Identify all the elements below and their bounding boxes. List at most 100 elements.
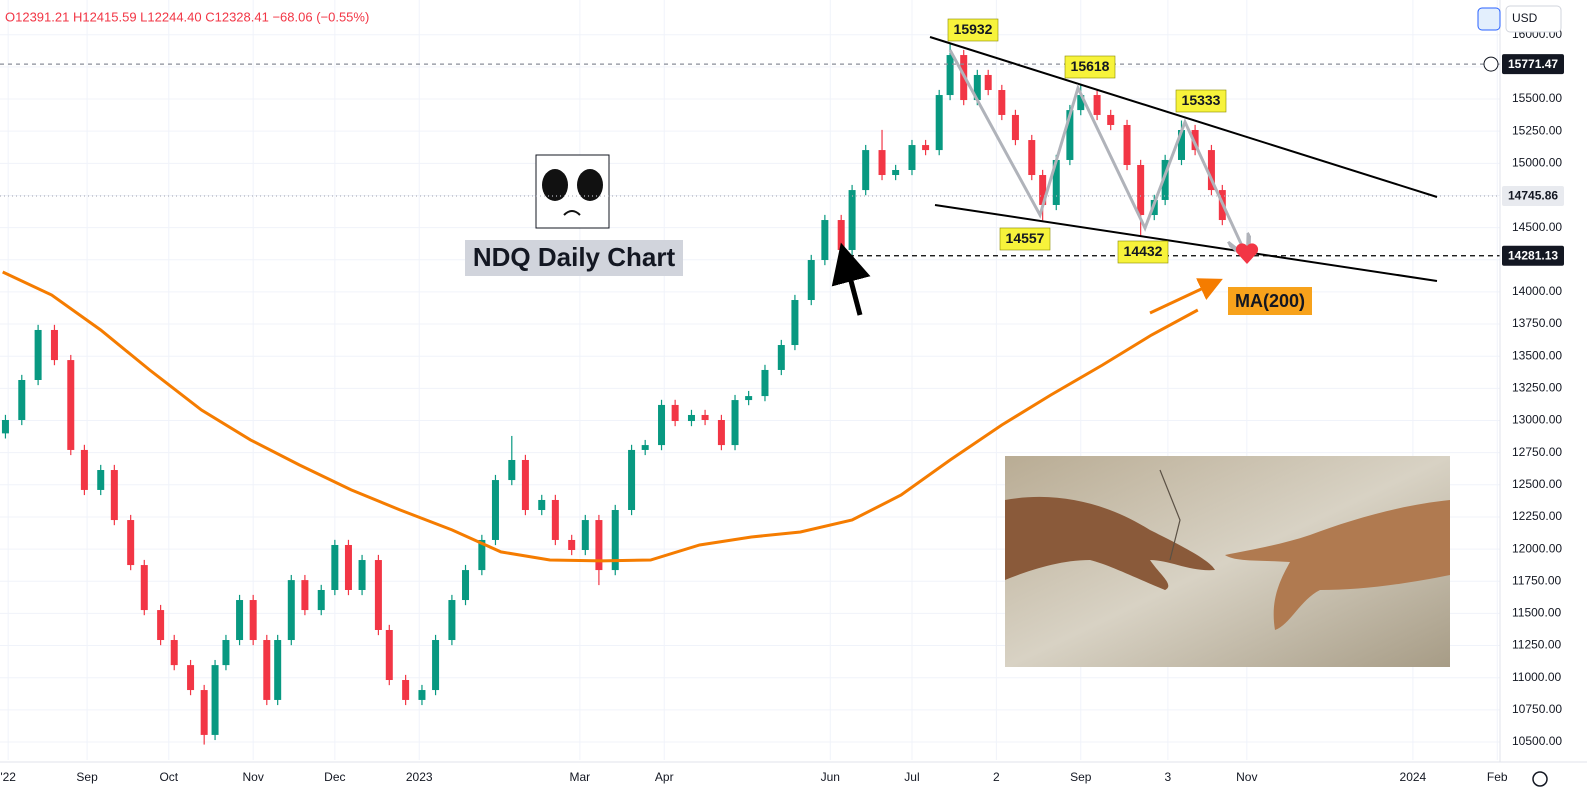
x-tick-label: '22	[0, 770, 16, 784]
candle-body	[862, 150, 870, 191]
candle-body	[973, 74, 981, 101]
candle-body	[1052, 159, 1060, 205]
y-tick-label: 11250.00	[1512, 638, 1561, 652]
y-tick-label: 15250.00	[1512, 123, 1562, 137]
candle-body	[127, 520, 135, 566]
candle-body	[157, 610, 165, 641]
candle-body	[301, 580, 309, 611]
candle-body	[701, 414, 709, 420]
candle-body	[1107, 114, 1115, 125]
x-tick-label: Sep	[1070, 770, 1092, 784]
auto-button[interactable]	[1477, 7, 1501, 31]
x-tick-label: 2024	[1400, 770, 1427, 784]
candle-body	[274, 640, 282, 700]
y-tick-label: 11500.00	[1512, 606, 1561, 620]
x-tick-label: Apr	[655, 770, 674, 784]
candle-body	[935, 95, 943, 151]
price-marker-label: 14745.86	[1508, 189, 1558, 203]
price-label-box	[1117, 240, 1169, 264]
logo	[535, 154, 610, 229]
y-tick-label: 11750.00	[1512, 573, 1561, 587]
candle-body	[1207, 150, 1215, 191]
candle-body	[402, 680, 410, 700]
candle-body	[491, 480, 499, 540]
candle-body	[50, 329, 58, 361]
y-tick-label: 13000.00	[1512, 413, 1562, 427]
fresco-image	[1005, 456, 1450, 667]
candle-body	[249, 600, 257, 641]
y-tick-label: 14000.00	[1512, 284, 1562, 298]
candle-body	[97, 470, 105, 490]
candle-body	[892, 170, 900, 176]
candle-body	[807, 260, 815, 301]
x-tick-label: Feb	[1487, 770, 1508, 784]
candle-body	[18, 380, 26, 420]
zigzag-line	[948, 49, 1243, 248]
currency-button[interactable]	[1505, 5, 1562, 33]
y-tick-label: 12000.00	[1512, 541, 1562, 555]
candle-body	[611, 510, 619, 571]
candle-body	[432, 640, 440, 691]
candle-body	[1137, 164, 1145, 216]
ma-label-box	[1228, 287, 1312, 315]
candle-body	[110, 470, 118, 521]
x-tick-label: Dec	[324, 770, 345, 784]
candle-body	[385, 629, 393, 681]
candle-body	[922, 145, 930, 151]
y-tick-label: 15000.00	[1512, 155, 1562, 169]
x-tick-label: Nov	[1236, 770, 1257, 784]
candle-body	[777, 345, 785, 370]
x-tick-label: 3	[1165, 770, 1172, 784]
candle-body	[821, 220, 829, 261]
candle-body	[731, 400, 739, 446]
y-tick-label: 15500.00	[1512, 91, 1562, 105]
candle-body	[331, 544, 339, 590]
y-tick-label: 13750.00	[1512, 316, 1562, 330]
y-tick-label: 11000.00	[1512, 670, 1561, 684]
candle-body	[317, 589, 325, 611]
x-tick-label: Nov	[243, 770, 264, 784]
y-tick-label: 14500.00	[1512, 220, 1562, 234]
candle-body	[658, 404, 666, 446]
y-tick-label: 12250.00	[1512, 509, 1562, 523]
price-label: 15618	[1071, 58, 1110, 74]
price-label-box	[1064, 55, 1116, 79]
title-box	[465, 240, 683, 276]
x-tick-label: 2	[993, 770, 1000, 784]
candle-body	[946, 55, 954, 96]
candle-body	[521, 459, 529, 511]
candle-body	[344, 544, 352, 590]
candle-body	[1011, 114, 1019, 141]
trend-line	[929, 36, 1438, 198]
price-label: 14432	[1124, 243, 1163, 259]
y-tick-label: 13250.00	[1512, 381, 1562, 395]
candle-body	[478, 539, 486, 571]
candle-body	[211, 665, 219, 735]
x-tick-label: Mar	[570, 770, 591, 784]
y-tick-label: 10750.00	[1512, 702, 1562, 716]
candle-body	[848, 190, 856, 250]
candle-body	[878, 150, 886, 176]
trend-line	[934, 204, 1438, 282]
x-tick-label: Sep	[76, 770, 98, 784]
ma-line	[2, 270, 1199, 563]
price-label-box	[947, 18, 999, 42]
price-marker-label: 14281.13	[1508, 248, 1558, 262]
candle-body	[568, 539, 576, 551]
heart	[1235, 243, 1259, 264]
ma-label: MA(200)	[1235, 291, 1305, 311]
y-tick-label: 12750.00	[1512, 445, 1562, 459]
candle-body	[1191, 130, 1199, 151]
candle-body	[508, 459, 516, 481]
price-marker-box	[1502, 245, 1564, 266]
candle-body	[998, 90, 1006, 115]
y-tick-label: 10500.00	[1512, 734, 1562, 748]
candle-body	[1028, 140, 1036, 176]
settings-icon[interactable]	[1532, 771, 1548, 787]
candle-body	[687, 414, 695, 422]
currency-label: USD	[1512, 11, 1538, 25]
candle-body	[581, 520, 589, 551]
candle-body	[418, 690, 426, 700]
candle-body	[791, 300, 799, 346]
